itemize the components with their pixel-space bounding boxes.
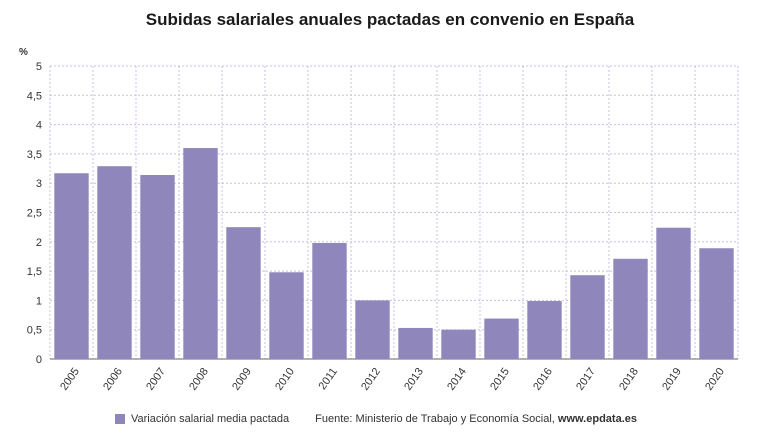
bar-2015: [484, 318, 519, 359]
bar-2012: [355, 300, 390, 359]
y-tick-label: 0,5: [27, 325, 42, 337]
bar-2010: [269, 272, 304, 359]
bar-2018: [613, 258, 648, 359]
y-tick-label: 5: [36, 61, 42, 73]
grid-lines: [49, 65, 739, 360]
x-axis-ticks: 2005 2006 2007 2008 2009 2010 2011 2012 2013 2014…: [58, 366, 727, 393]
y-tick-label: 3,5: [27, 149, 42, 161]
y-tick-label: 3: [36, 178, 42, 190]
y-tick-label: 4: [36, 120, 42, 132]
legend-swatch: [115, 414, 125, 424]
x-tick-label: 2010: [273, 366, 297, 393]
bar-2009: [226, 227, 261, 359]
x-tick-label: 2020: [703, 366, 727, 393]
bar-2008: [183, 148, 218, 359]
x-tick-label: 2005: [58, 366, 82, 393]
source-site: www.epdata.es: [557, 413, 637, 425]
x-tick-label: 2011: [317, 366, 340, 392]
x-tick-label: 2019: [660, 366, 684, 393]
x-tick-label: 2013: [402, 366, 426, 393]
x-tick-label: 2015: [488, 366, 512, 393]
bar-2006: [97, 166, 132, 359]
bar-2019: [656, 227, 691, 359]
source-note: Fuente: Ministerio de Trabajo y Economía…: [315, 413, 637, 425]
bar-2016: [527, 300, 562, 359]
source-prefix: Fuente: Ministerio de Trabajo y Economía…: [315, 413, 555, 425]
bar-2005: [54, 173, 89, 359]
y-tick-label: 1: [36, 295, 42, 307]
bar-2011: [312, 242, 347, 359]
y-tick-label: 4,5: [27, 90, 42, 102]
bar-2014: [441, 329, 476, 359]
x-tick-label: 2006: [101, 366, 125, 393]
x-tick-label: 2017: [574, 366, 598, 393]
y-axis-unit-label: %: [19, 47, 28, 58]
bar-2013: [398, 327, 433, 359]
chart-footer: Variación salarial media pactada Fuente:…: [115, 413, 637, 425]
x-tick-label: 2008: [187, 366, 211, 393]
chart-title: Subidas salariales anuales pactadas en c…: [145, 10, 635, 29]
x-tick-label: 2014: [445, 366, 469, 393]
bar-2020: [699, 248, 734, 359]
x-tick-label: 2012: [359, 366, 383, 393]
legend-label: Variación salarial media pactada: [131, 413, 290, 425]
bar-2007: [140, 174, 175, 359]
x-tick-label: 2007: [144, 366, 168, 393]
y-tick-label: 1,5: [27, 266, 42, 278]
x-tick-label: 2009: [230, 366, 254, 393]
y-tick-label: 2,5: [27, 208, 42, 220]
bars: [54, 148, 734, 359]
y-tick-label: 2: [36, 237, 42, 249]
bar-2017: [570, 275, 605, 359]
x-tick-label: 2018: [617, 366, 641, 393]
y-tick-label: 0: [36, 354, 42, 366]
x-tick-label: 2016: [531, 366, 555, 393]
y-axis-ticks: 0 0,5 1 1,5 2 2,5 3 3,5 4 4,5 5: [27, 61, 42, 366]
